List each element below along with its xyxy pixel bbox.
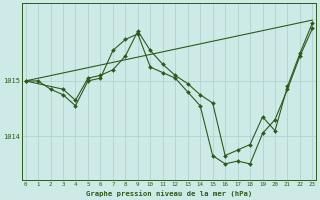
X-axis label: Graphe pression niveau de la mer (hPa): Graphe pression niveau de la mer (hPa) [86,190,252,197]
